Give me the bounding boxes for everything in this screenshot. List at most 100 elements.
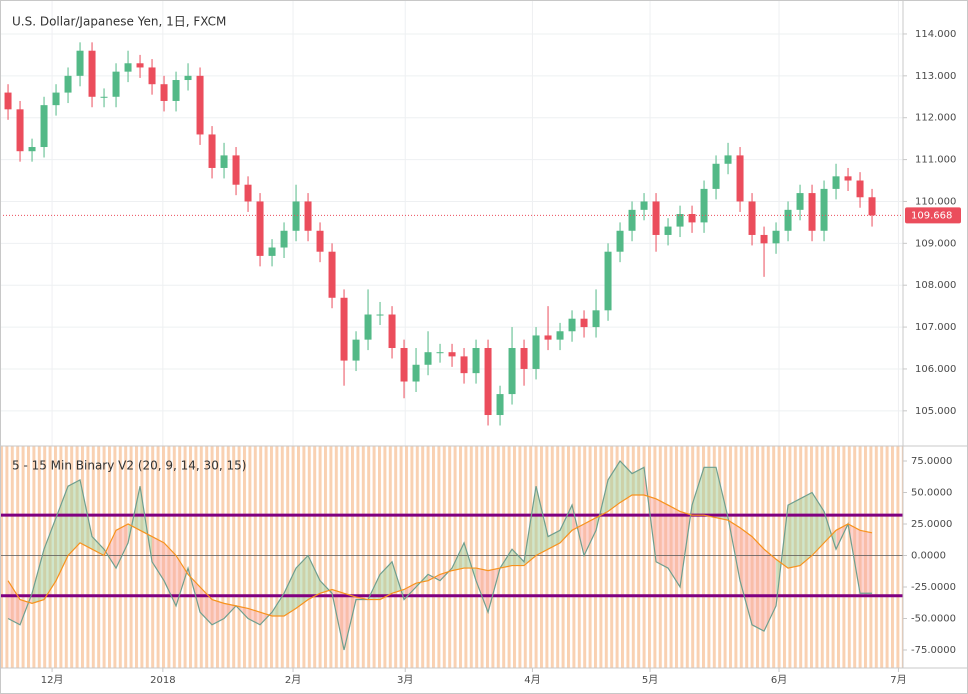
candle-body: [232, 155, 240, 185]
last-price-label: 109.668: [911, 210, 952, 221]
oscillator-fill: [476, 568, 489, 613]
candle-body: [184, 75, 192, 81]
x-tick-label: 6月: [771, 674, 787, 686]
oscillator-fill: [176, 555, 189, 606]
x-tick-label: 4月: [524, 674, 540, 686]
candle-body: [808, 193, 816, 231]
candle-body: [4, 92, 12, 110]
candle-body: [388, 314, 396, 349]
candle-body: [496, 394, 504, 416]
candle-body: [160, 84, 168, 101]
candle-body: [760, 234, 768, 244]
y-tick-label: 0.0000: [911, 550, 946, 561]
candle-body: [76, 50, 84, 76]
y-tick-label: 112.000: [915, 113, 956, 124]
oscillator-fill: [740, 527, 753, 625]
oscillator-fill: [8, 580, 21, 625]
oscillator-fill: [764, 549, 777, 632]
y-tick-label: 110.000: [915, 196, 956, 207]
candle-body: [316, 230, 324, 252]
candle-body: [16, 109, 24, 152]
y-tick-label: 114.000: [915, 29, 956, 40]
last-price-box: [905, 207, 961, 224]
candle-body: [796, 193, 804, 210]
oscillator-fill: [788, 498, 801, 569]
oscillator-line: [7, 494, 873, 617]
candle-body: [604, 251, 612, 311]
candle-body: [736, 155, 744, 202]
candle-body: [652, 201, 660, 235]
candle-body: [592, 310, 600, 328]
candle-body: [424, 352, 432, 365]
candle-body: [376, 314, 384, 316]
y-tick-label: -75.0000: [911, 645, 956, 656]
candle-body: [856, 180, 864, 198]
candle-body: [844, 176, 852, 181]
candle-body: [832, 176, 840, 189]
oscillator-fill: [44, 517, 57, 600]
y-tick-label: 107.000: [915, 322, 956, 333]
candle-body: [508, 348, 516, 395]
candle-body: [544, 335, 552, 340]
chart-title: U.S. Dollar/Japanese Yen, 1日, FXCM: [12, 15, 226, 29]
x-tick-label: 2月: [285, 674, 301, 686]
oscillator-fill: [692, 467, 705, 516]
candle-body: [40, 105, 48, 148]
x-tick-label: 3月: [397, 674, 413, 686]
oscillator-fill: [248, 608, 261, 625]
candle-body: [280, 230, 288, 248]
oscillator-fill: [668, 505, 681, 587]
y-tick-label: 113.000: [915, 71, 956, 82]
y-tick-label: 75.0000: [911, 456, 952, 467]
candle-body: [484, 348, 492, 416]
candle-body: [112, 71, 120, 97]
candle-body: [196, 75, 204, 135]
candle-body: [532, 335, 540, 369]
oscillator-fill: [308, 555, 321, 600]
candle-body: [616, 230, 624, 252]
oscillator-fill: [620, 460, 633, 503]
oscillator-fill: [428, 574, 441, 581]
candle-body: [28, 147, 36, 152]
oscillator-line: [7, 460, 873, 651]
candle-body: [172, 80, 180, 101]
candle-body: [628, 209, 636, 231]
oscillator-fill: [32, 549, 45, 604]
candle-body: [772, 230, 780, 244]
y-tick-label: 108.000: [915, 280, 956, 291]
candle-body: [340, 297, 348, 361]
candle-body: [520, 348, 528, 369]
candle-body: [352, 339, 360, 361]
oscillator-fill: [92, 536, 105, 556]
oscillator-fill: [116, 523, 129, 569]
candle-body: [436, 352, 444, 354]
candle-body: [268, 247, 276, 256]
candle-body: [52, 92, 60, 106]
x-tick-label: 5月: [642, 674, 658, 686]
candle-body: [820, 188, 828, 231]
indicator-title: 5 - 15 Min Binary V2 (20, 9, 14, 30, 15): [12, 459, 246, 473]
y-tick-label: 105.000: [915, 406, 956, 417]
y-tick-label: -50.0000: [911, 613, 956, 624]
y-tick-label: 25.0000: [911, 519, 952, 530]
oscillator-fill: [608, 460, 621, 512]
candle-body: [256, 201, 264, 256]
oscillator-fill: [164, 542, 177, 606]
candle-body: [328, 251, 336, 298]
x-tick-label: 2018: [150, 675, 175, 686]
candle-body: [304, 201, 312, 231]
candle-body: [100, 96, 108, 98]
y-tick-label: 50.0000: [911, 487, 952, 498]
candle-body: [292, 201, 300, 231]
candle-body: [784, 209, 792, 231]
candle-body: [748, 201, 756, 235]
oscillator-fill: [536, 486, 549, 556]
y-tick-label: 106.000: [915, 364, 956, 375]
candle-body: [136, 63, 144, 68]
oscillator-fill: [800, 492, 813, 566]
candle-body: [688, 214, 696, 223]
candle-body: [220, 155, 228, 168]
oscillator-fill: [584, 517, 597, 556]
candle-body: [148, 67, 156, 85]
oscillator-fill: [212, 599, 225, 625]
